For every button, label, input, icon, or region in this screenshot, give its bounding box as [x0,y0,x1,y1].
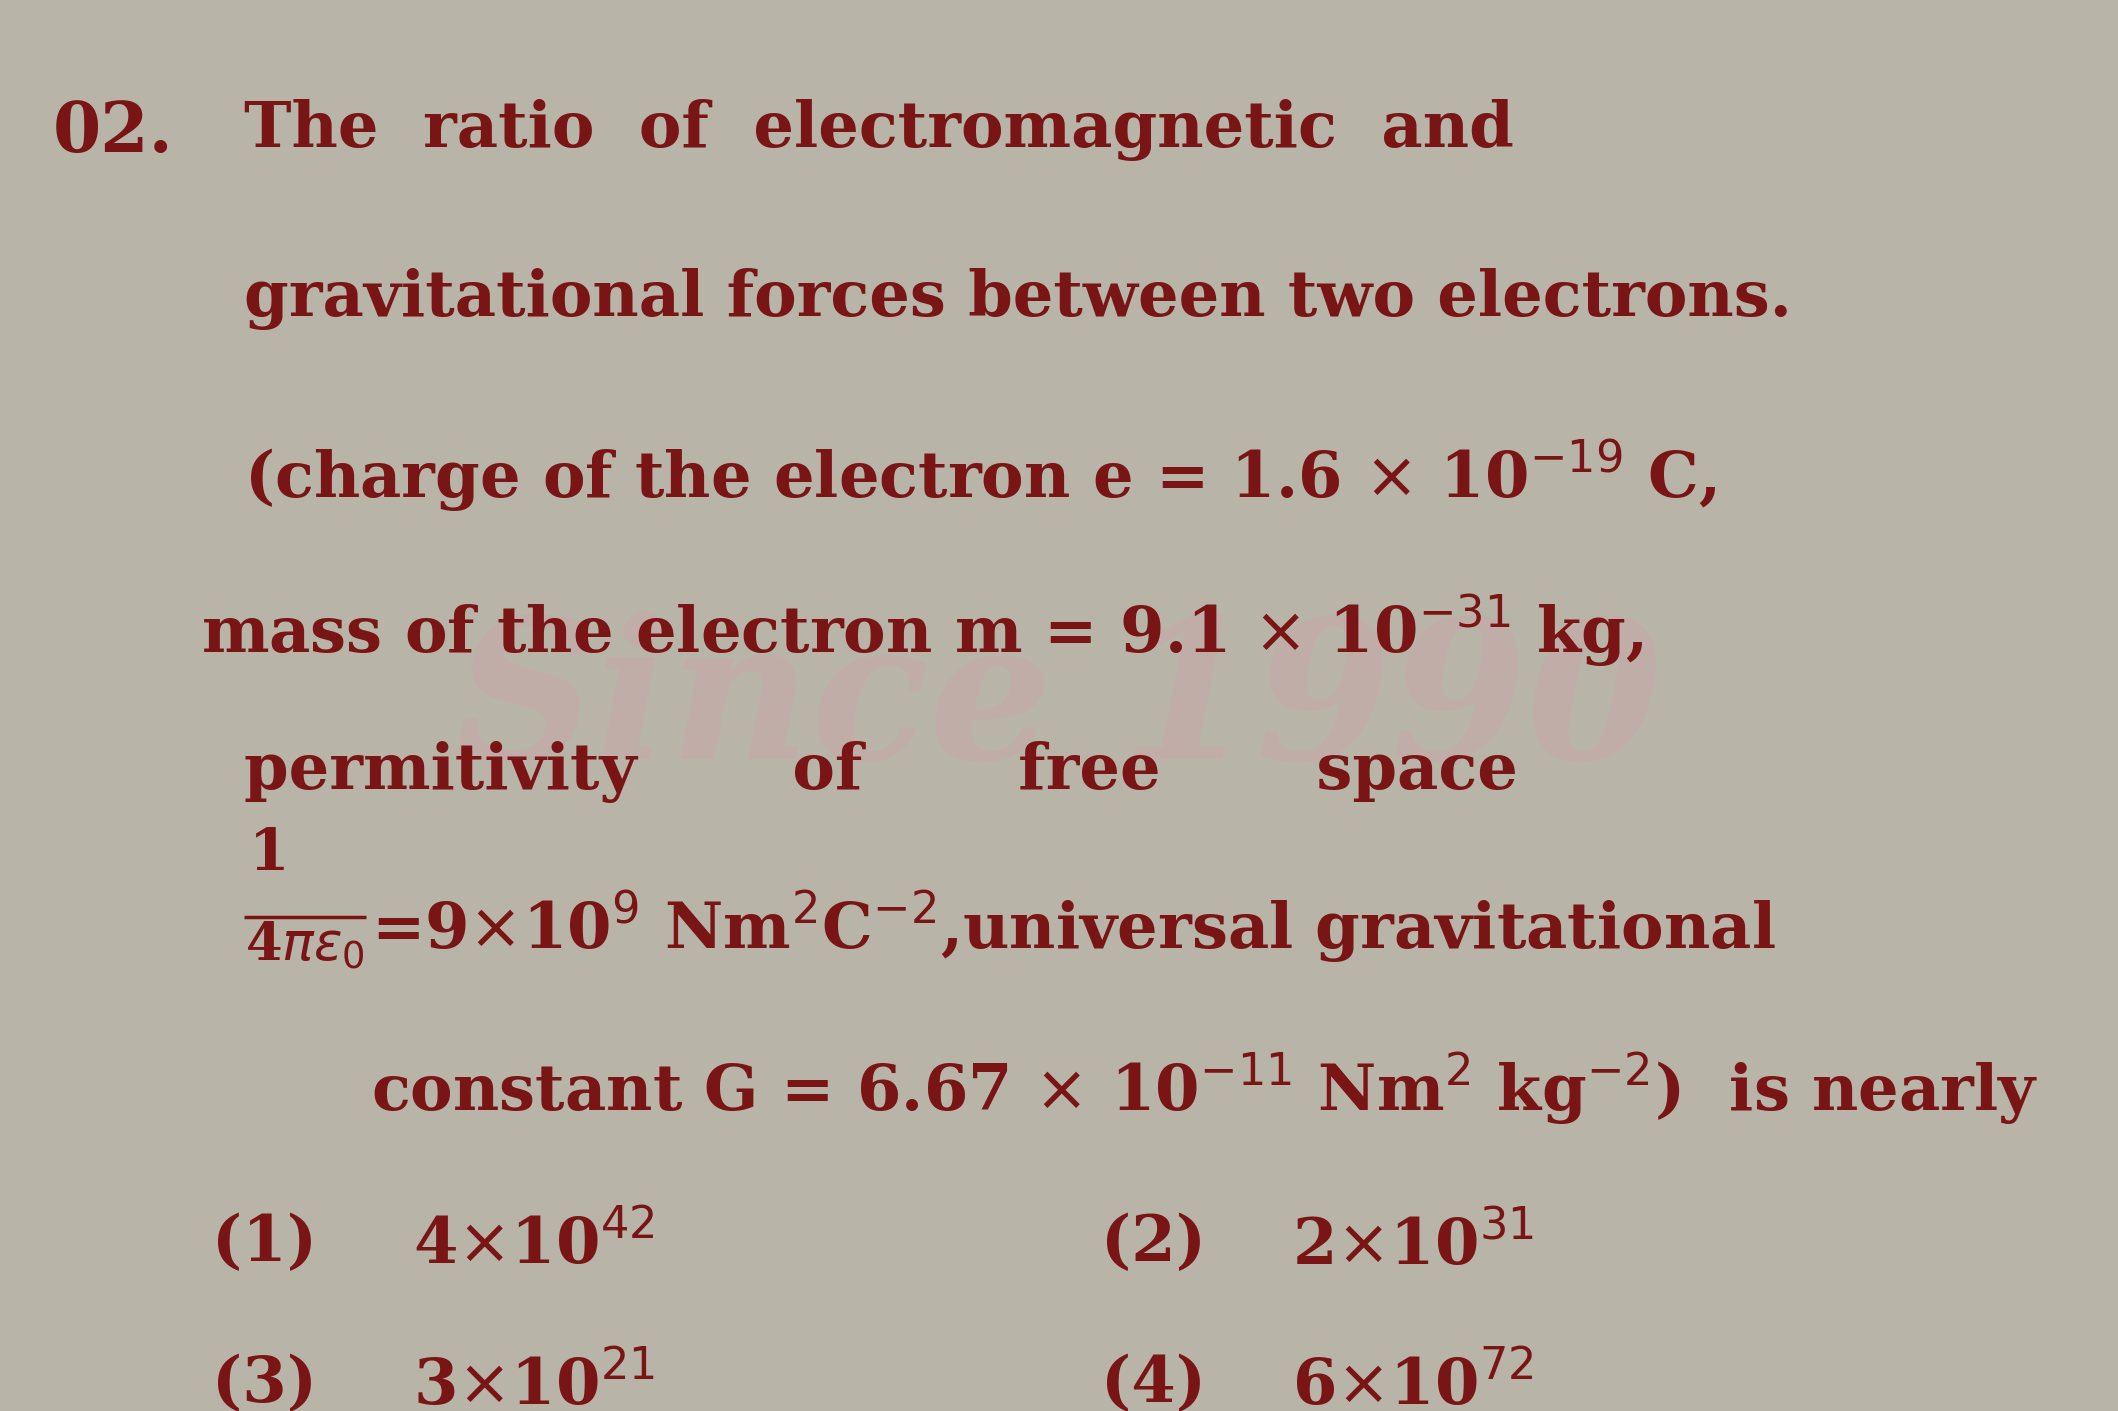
Text: (4): (4) [1101,1355,1207,1411]
Text: (3): (3) [212,1355,318,1411]
Text: 4$\pi\varepsilon_0$: 4$\pi\varepsilon_0$ [246,920,364,972]
Text: 4$\times$10$^{42}$: 4$\times$10$^{42}$ [413,1213,654,1277]
Text: 6$\times$10$^{72}$: 6$\times$10$^{72}$ [1292,1355,1533,1411]
Text: constant G = 6.67 $\times$ 10$^{-11}$ Nm$^2$ kg$^{-2}$)  is nearly: constant G = 6.67 $\times$ 10$^{-11}$ Nm… [371,1051,2038,1127]
Text: 3$\times$10$^{21}$: 3$\times$10$^{21}$ [413,1355,654,1411]
Text: (1): (1) [212,1213,318,1274]
Text: Since 1990: Since 1990 [455,611,1663,800]
Text: gravitational forces between two electrons.: gravitational forces between two electro… [244,268,1792,330]
Text: =9$\times$10$^9$ Nm$^2$C$^{-2}$,universal gravitational: =9$\times$10$^9$ Nm$^2$C$^{-2}$,universa… [371,889,1775,965]
Text: permitivity       of       free       space: permitivity of free space [244,741,1516,803]
Text: mass of the electron m = 9.1 $\times$ 10$^{-31}$ kg,: mass of the electron m = 9.1 $\times$ 10… [201,593,1644,669]
Text: 2$\times$10$^{31}$: 2$\times$10$^{31}$ [1292,1213,1533,1277]
Text: 02.: 02. [53,99,174,165]
Text: (charge of the electron e = 1.6 $\times$ 10$^{-19}$ C,: (charge of the electron e = 1.6 $\times$… [244,437,1716,514]
Text: (2): (2) [1101,1213,1207,1274]
Text: 1: 1 [248,825,290,882]
Text: The  ratio  of  electromagnetic  and: The ratio of electromagnetic and [244,99,1514,161]
